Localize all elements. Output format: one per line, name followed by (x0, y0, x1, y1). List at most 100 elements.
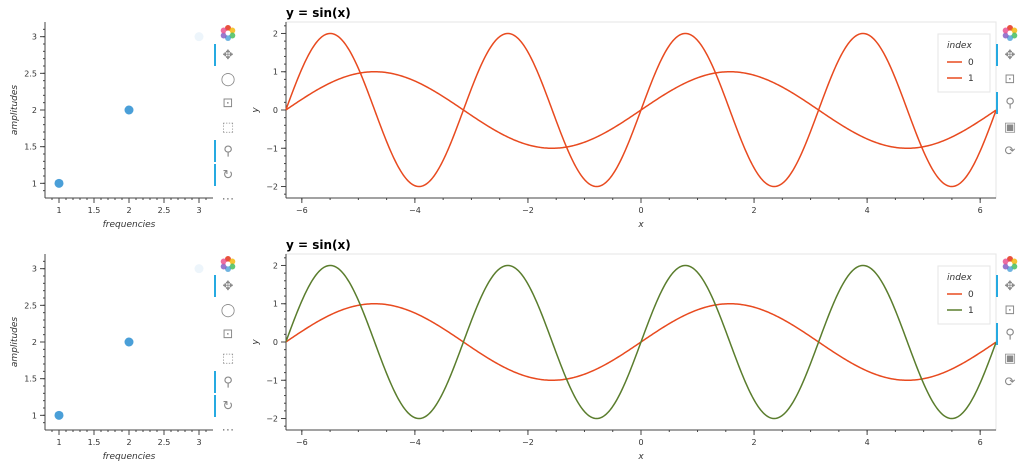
x-tick-label: 4 (865, 438, 870, 447)
y-tick-label: 3 (32, 33, 37, 42)
active-tool-indicator (996, 275, 998, 297)
x-tick-label: 6 (978, 438, 983, 447)
x-tick-label: −6 (296, 438, 308, 447)
wheel-zoom-icon[interactable]: ⚲ (1005, 95, 1015, 111)
chart-title: y = sin(x) (286, 6, 351, 20)
legend-label-0: 0 (968, 290, 974, 300)
x-tick-label: 2 (752, 438, 757, 447)
y-tick-label: 2 (32, 106, 37, 115)
wheel-zoom-icon[interactable]: ⚲ (1005, 326, 1015, 342)
x-tick-label: −4 (409, 438, 421, 447)
bokeh-logo-icon[interactable] (216, 253, 240, 275)
pan-icon[interactable]: ✥ (1004, 278, 1016, 294)
active-tool-indicator (214, 371, 216, 393)
x-axis-label: frequencies (103, 452, 156, 462)
active-tool-indicator (996, 44, 998, 66)
y-tick-label: 2.5 (24, 69, 37, 78)
box-zoom-icon[interactable]: ⊡ (222, 95, 234, 111)
scatter-plot-top: 1 1.5 2 2.5 3 1 1.5 2 2.5 3 frequencies amplitudes (10, 22, 213, 230)
wheel-rotate-icon[interactable]: ↻ (222, 167, 234, 183)
y-tick-label: −2 (266, 415, 278, 424)
reset-icon[interactable]: ⟳ (1004, 143, 1016, 159)
y-tick-label: 0 (273, 338, 278, 347)
scatter-point (54, 178, 64, 188)
y-axis-label: amplitudes (10, 317, 20, 367)
save-icon[interactable]: ▣ (1003, 350, 1017, 366)
y-axis-label: amplitudes (10, 85, 20, 135)
toolbar-scatter-top: ✥ ◯ ⊡ ⬚ ⚲ ↻ ⋯ (214, 22, 240, 207)
chart-title: y = sin(x) (286, 238, 351, 252)
save-icon[interactable]: ▣ (1003, 119, 1017, 135)
y-tick-label: 1.5 (24, 375, 37, 384)
legend: index 0 1 (937, 265, 991, 325)
x-tick-label: −2 (522, 438, 534, 447)
scatter-point (54, 410, 64, 420)
x-axis-label: x (637, 452, 644, 462)
y-tick-label: 0 (273, 106, 278, 115)
legend-box (937, 33, 991, 93)
y-axis-label: y (251, 107, 261, 114)
bokeh-logo-icon[interactable] (998, 22, 1022, 44)
wheel-rotate-icon[interactable]: ↻ (222, 398, 234, 414)
scatter-point (124, 105, 134, 115)
scatter-plot-bottom: 1 1.5 2 2.5 3 1 1.5 2 2.5 3 frequencies amplitudes (10, 254, 213, 462)
lasso-icon[interactable]: ◯ (220, 302, 236, 318)
legend-title: index (947, 273, 972, 283)
series-line-1 (285, 32, 997, 188)
x-tick-label: 2 (126, 438, 131, 447)
y-axis-label: y (251, 339, 261, 346)
y-tick-label: −2 (266, 183, 278, 192)
scatter-point (124, 337, 134, 347)
x-tick-label: 0 (638, 438, 643, 447)
x-tick-label: 1 (56, 438, 61, 447)
legend: index 0 1 (937, 33, 991, 93)
box-zoom-icon[interactable]: ⊡ (1004, 302, 1016, 318)
active-tool-indicator (996, 92, 998, 114)
series-line-1 (285, 264, 997, 420)
toolbar-line-top: ✥ ⊡ ⚲ ▣ ⟳ (996, 22, 1022, 162)
x-axis-label: x (637, 220, 644, 230)
line-plot-bottom: y = sin(x) −6 −4 −2 0 2 4 6 −2 −1 0 1 2 x y index 0 1 (251, 238, 997, 462)
reset-icon[interactable]: ⟳ (1004, 374, 1016, 390)
active-tool-indicator (214, 275, 216, 297)
bokeh-logo-icon[interactable] (998, 253, 1022, 275)
legend-title: index (947, 41, 972, 51)
more-icon[interactable]: ⋯ (221, 191, 235, 207)
wheel-zoom-icon[interactable]: ⚲ (223, 374, 233, 390)
box-zoom-icon[interactable]: ⊡ (1004, 71, 1016, 87)
wheel-zoom-icon[interactable]: ⚲ (223, 143, 233, 159)
x-tick-label: 2 (752, 206, 757, 215)
more-icon[interactable]: ⋯ (221, 422, 235, 438)
y-tick-label: 1 (32, 179, 37, 188)
y-tick-label: 1 (273, 68, 278, 77)
legend-label-1: 1 (968, 74, 974, 84)
y-tick-label: 1 (32, 411, 37, 420)
y-tick-label: 2.5 (24, 301, 37, 310)
y-tick-label: 2 (273, 29, 278, 38)
x-tick-label: 0 (638, 206, 643, 215)
x-tick-label: 6 (978, 206, 983, 215)
x-tick-label: 1.5 (88, 438, 101, 447)
pan-icon[interactable]: ✥ (222, 278, 234, 294)
active-tool-indicator (214, 140, 216, 162)
x-tick-label: −2 (522, 206, 534, 215)
x-tick-label: 2.5 (158, 206, 171, 215)
line-plot-top: y = sin(x) −6 −4 −2 0 2 4 6 −2 −1 0 1 2 x y index 0 1 (251, 6, 997, 230)
y-tick-label: 3 (32, 265, 37, 274)
toolbar-scatter-bottom: ✥ ◯ ⊡ ⬚ ⚲ ↻ ⋯ (214, 253, 240, 438)
y-tick-label: 2 (32, 338, 37, 347)
y-tick-label: −1 (266, 144, 278, 153)
active-tool-indicator (214, 44, 216, 66)
lasso-icon[interactable]: ◯ (220, 71, 236, 87)
x-tick-label: 3 (196, 206, 201, 215)
x-tick-label: 2.5 (158, 438, 171, 447)
x-tick-label: −6 (296, 206, 308, 215)
pan-icon[interactable]: ✥ (222, 47, 234, 63)
x-axis-label: frequencies (103, 220, 156, 230)
bokeh-logo-icon[interactable] (216, 22, 240, 44)
box-select-icon[interactable]: ⬚ (221, 350, 235, 366)
box-select-icon[interactable]: ⬚ (221, 119, 235, 135)
pan-icon[interactable]: ✥ (1004, 47, 1016, 63)
box-zoom-icon[interactable]: ⊡ (222, 326, 234, 342)
active-tool-indicator (214, 395, 216, 417)
